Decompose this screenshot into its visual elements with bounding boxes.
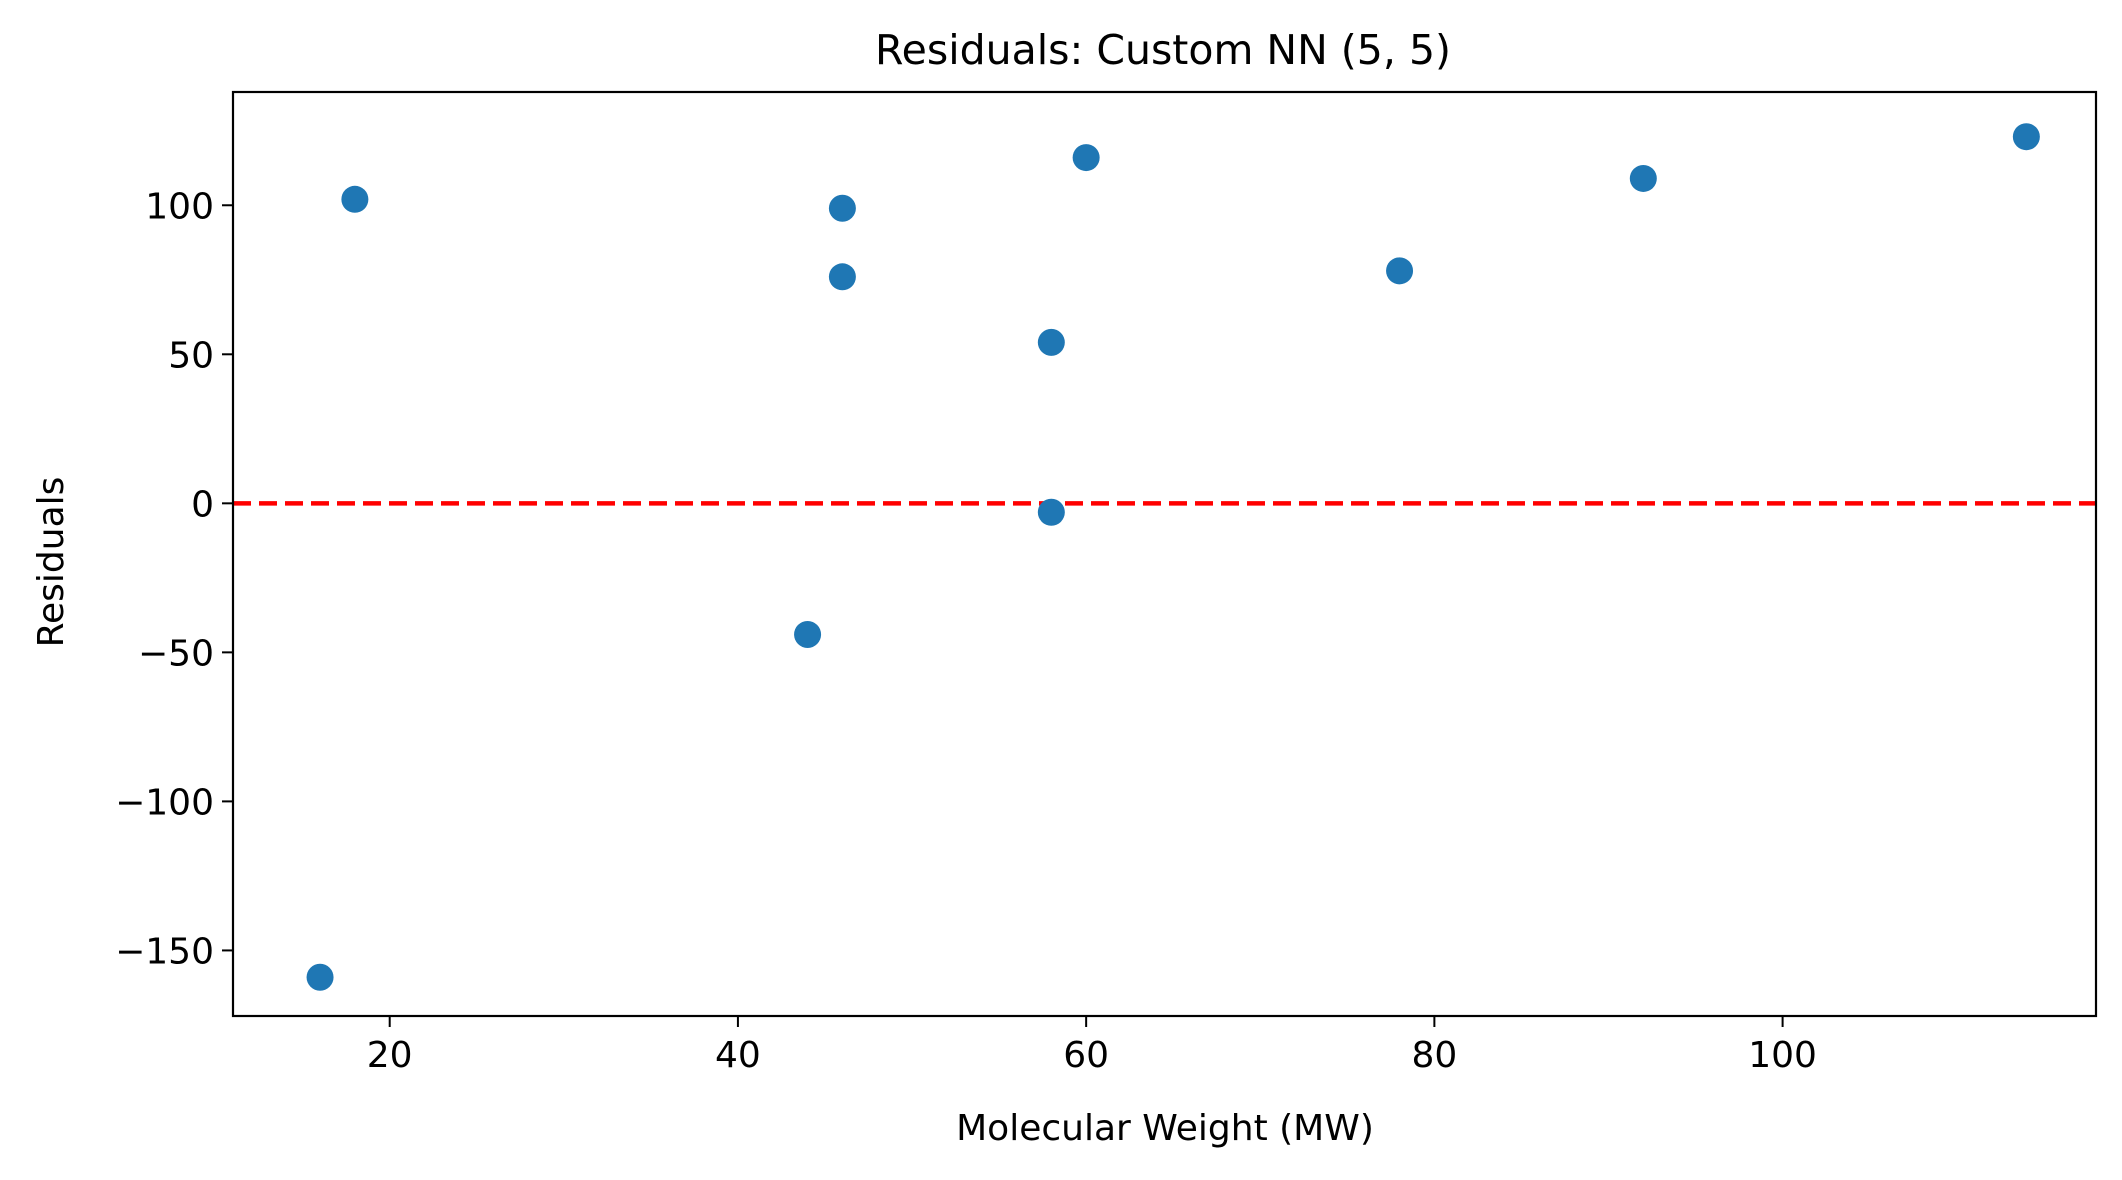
chart-title: Residuals: Custom NN (5, 5) (875, 26, 1451, 74)
data-point (828, 263, 856, 291)
x-tick-label: 40 (715, 1035, 761, 1076)
y-tick-label: −50 (138, 633, 214, 674)
y-tick-label: 100 (145, 186, 214, 227)
data-point (1072, 144, 1100, 172)
plot-area-frame (231, 90, 2098, 1018)
data-point (794, 620, 822, 648)
x-tick-label: 60 (1063, 1035, 1109, 1076)
data-points (306, 123, 2040, 991)
data-point (1629, 164, 1657, 192)
y-tick-label: −150 (115, 931, 214, 972)
data-point (1386, 257, 1414, 285)
y-tick-label: 0 (191, 484, 214, 525)
x-tick-label: 80 (1411, 1035, 1457, 1076)
x-axis-label: Molecular Weight (MW) (956, 1108, 1374, 1149)
data-point (306, 963, 334, 991)
y-tick-label: −100 (115, 782, 214, 823)
x-tick-label: 100 (1748, 1035, 1817, 1076)
x-axis-ticks: 20 40 60 80 100 (367, 1016, 1817, 1076)
y-tick-label: 50 (168, 335, 214, 376)
data-point (2012, 123, 2040, 151)
y-axis-label: Residuals (31, 477, 72, 648)
y-axis-ticks: −150 −100 −50 0 50 100 (115, 186, 233, 972)
data-point (341, 185, 369, 213)
data-point (828, 194, 856, 222)
data-point (1037, 328, 1065, 356)
data-point (1037, 498, 1065, 526)
x-tick-label: 20 (367, 1035, 413, 1076)
